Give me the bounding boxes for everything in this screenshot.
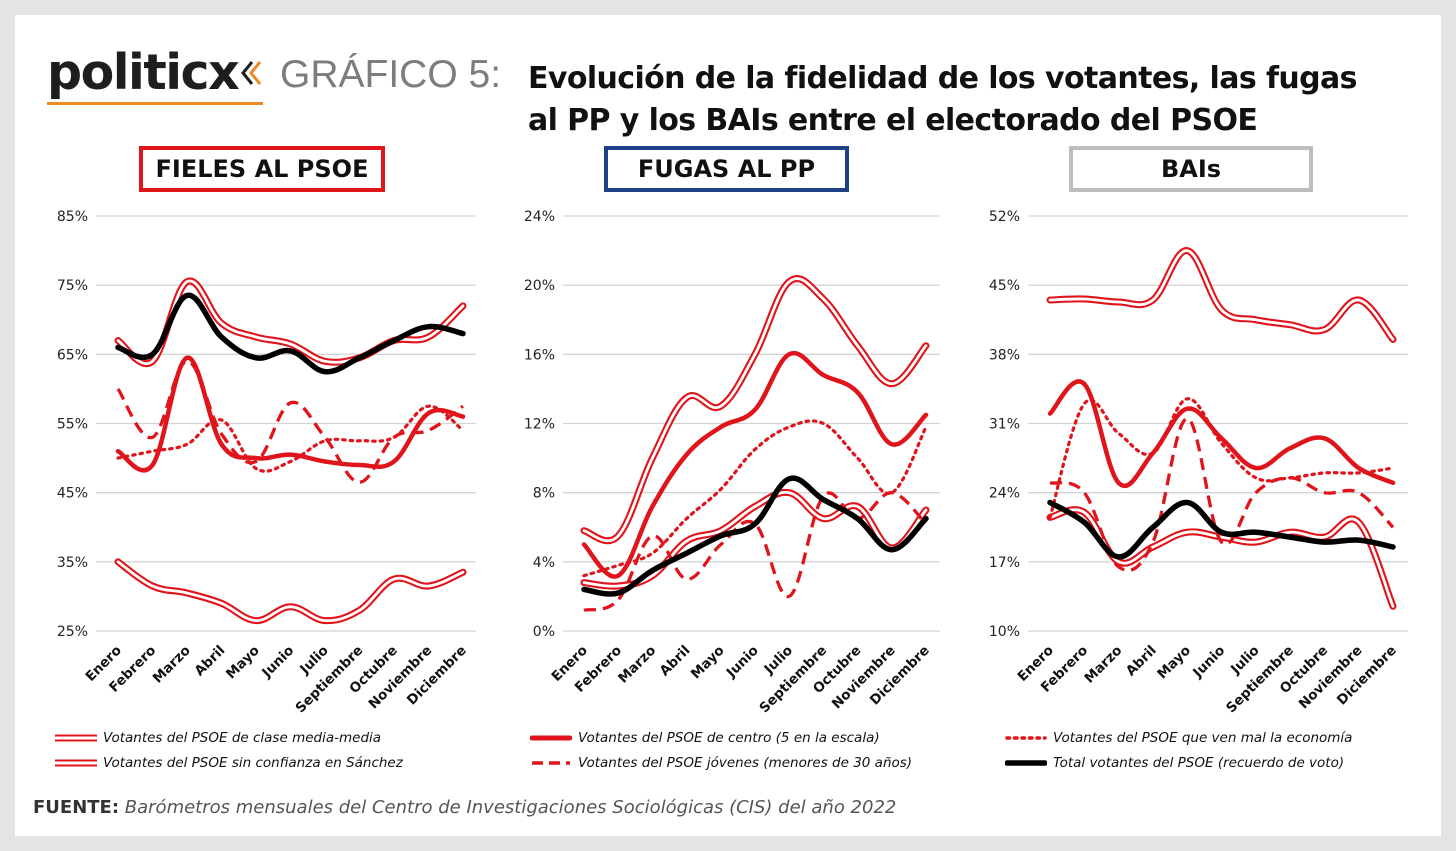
legend-double-line-icon — [55, 734, 97, 742]
chart-title: Evolución de la fidelidad de los votante… — [528, 58, 1418, 142]
title-line-1: Evolución de la fidelidad de los votante… — [528, 61, 1358, 96]
x-tick-label: Mayo — [223, 643, 263, 683]
x-tick-label: Marzo — [150, 643, 194, 687]
title-line-2: al PP y los BAIs entre el electorado del… — [528, 103, 1258, 138]
x-tick-label: Mayo — [688, 643, 728, 683]
panel-title-bais: BAIs — [1069, 146, 1313, 192]
series-line-dotted — [582, 419, 928, 578]
series-line-black — [1047, 499, 1396, 560]
legend-total: Total votantes del PSOE (recuerdo de vot… — [1005, 755, 1344, 771]
legend-media-media: Votantes del PSOE de clase media-media — [55, 730, 381, 746]
logo-underline — [47, 102, 263, 105]
y-tick-label: 25% — [57, 624, 88, 640]
chart-number: GRÁFICO 5: — [280, 53, 502, 96]
legend-jovenes: Votantes del PSOE jóvenes (menores de 30… — [530, 755, 912, 771]
legend-label: Votantes del PSOE sin confianza en Sánch… — [103, 755, 403, 771]
y-tick-label: 31% — [989, 417, 1020, 433]
y-tick-label: 45% — [989, 278, 1020, 294]
y-tick-label: 24% — [989, 486, 1020, 502]
series-line-black — [115, 292, 466, 375]
source-note: FUENTE: Barómetros mensuales del Centro … — [33, 797, 896, 818]
series-line-double-inner — [1048, 249, 1395, 341]
legend-label: Votantes del PSOE que ven mal la economí… — [1053, 730, 1353, 746]
y-tick-label: 24% — [524, 209, 555, 225]
y-tick-label: 12% — [524, 417, 555, 433]
y-tick-label: 75% — [57, 278, 88, 294]
y-tick-label: 35% — [57, 555, 88, 571]
legend-centro: Votantes del PSOE de centro (5 en la esc… — [530, 730, 880, 746]
chart-panel-1: 25%35%45%55%65%75%85%EneroFebreroMarzoAb… — [57, 209, 476, 716]
series-line-double-inner — [1048, 508, 1395, 608]
x-tick-label: Abril — [1123, 643, 1160, 680]
source-text: Barómetros mensuales del Centro de Inves… — [124, 797, 897, 818]
y-tick-label: 85% — [57, 209, 88, 225]
y-tick-label: 16% — [524, 347, 555, 363]
legend-dotted-line-icon — [1005, 736, 1047, 740]
panel-title-fieles: FIELES AL PSOE — [139, 146, 385, 192]
series-line-dotted — [1048, 397, 1395, 519]
y-tick-label: 17% — [989, 555, 1020, 571]
series-line-double-outer — [1046, 247, 1397, 343]
y-tick-label: 20% — [524, 278, 555, 294]
legend-label: Votantes del PSOE de centro (5 en la esc… — [578, 730, 880, 746]
y-tick-label: 0% — [533, 624, 555, 640]
chart-panel-3: 10%17%24%31%38%45%52%EneroFebreroMarzoAb… — [989, 209, 1408, 716]
legend-black-line-icon — [1005, 760, 1047, 766]
series-line-solid — [115, 355, 466, 473]
panel-title-fugas: FUGAS AL PP — [604, 146, 849, 192]
y-tick-label: 10% — [989, 624, 1020, 640]
series-line-dashed — [583, 491, 928, 612]
series-line-solid — [581, 350, 929, 579]
y-tick-label: 4% — [533, 555, 555, 571]
series-line-double-inner — [582, 277, 928, 543]
logo-chevrons-icon — [241, 61, 262, 85]
legend-label: Votantes del PSOE jóvenes (menores de 30… — [578, 755, 913, 771]
series-line-solid — [1047, 379, 1396, 488]
legend-label: Total votantes del PSOE (recuerdo de vot… — [1053, 755, 1345, 771]
x-tick-label: Junio — [258, 643, 297, 682]
legend-dashed-line-icon — [532, 761, 570, 765]
politicx-logo: politicx — [47, 44, 240, 101]
legend-solid-line-icon — [530, 735, 572, 741]
x-tick-label: Junio — [1189, 643, 1228, 682]
series-line-black — [581, 475, 929, 597]
y-tick-label: 38% — [989, 347, 1020, 363]
series-line-double-inner — [116, 560, 465, 623]
legend-label: Votantes del PSOE de clase media-media — [103, 730, 382, 746]
y-tick-label: 8% — [533, 486, 555, 502]
y-tick-label: 52% — [989, 209, 1020, 225]
y-tick-label: 65% — [57, 347, 88, 363]
legend-double-line-icon — [55, 759, 97, 767]
source-label: FUENTE: — [33, 797, 120, 818]
y-tick-label: 45% — [57, 486, 88, 502]
x-tick-label: Junio — [723, 643, 762, 682]
x-tick-label: Marzo — [615, 643, 659, 687]
legend-mal-economia: Votantes del PSOE que ven mal la economí… — [1005, 730, 1352, 746]
x-tick-label: Marzo — [1081, 643, 1125, 687]
legend-sin-confianza: Votantes del PSOE sin confianza en Sánch… — [55, 755, 403, 771]
x-tick-label: Mayo — [1154, 643, 1194, 683]
y-tick-label: 55% — [57, 417, 88, 433]
x-tick-label: Abril — [657, 643, 694, 680]
x-tick-label: Abril — [192, 643, 229, 680]
chart-panel-2: 0%4%8%12%16%20%24%EneroFebreroMarzoAbril… — [524, 209, 940, 716]
series-line-dotted — [116, 404, 465, 473]
